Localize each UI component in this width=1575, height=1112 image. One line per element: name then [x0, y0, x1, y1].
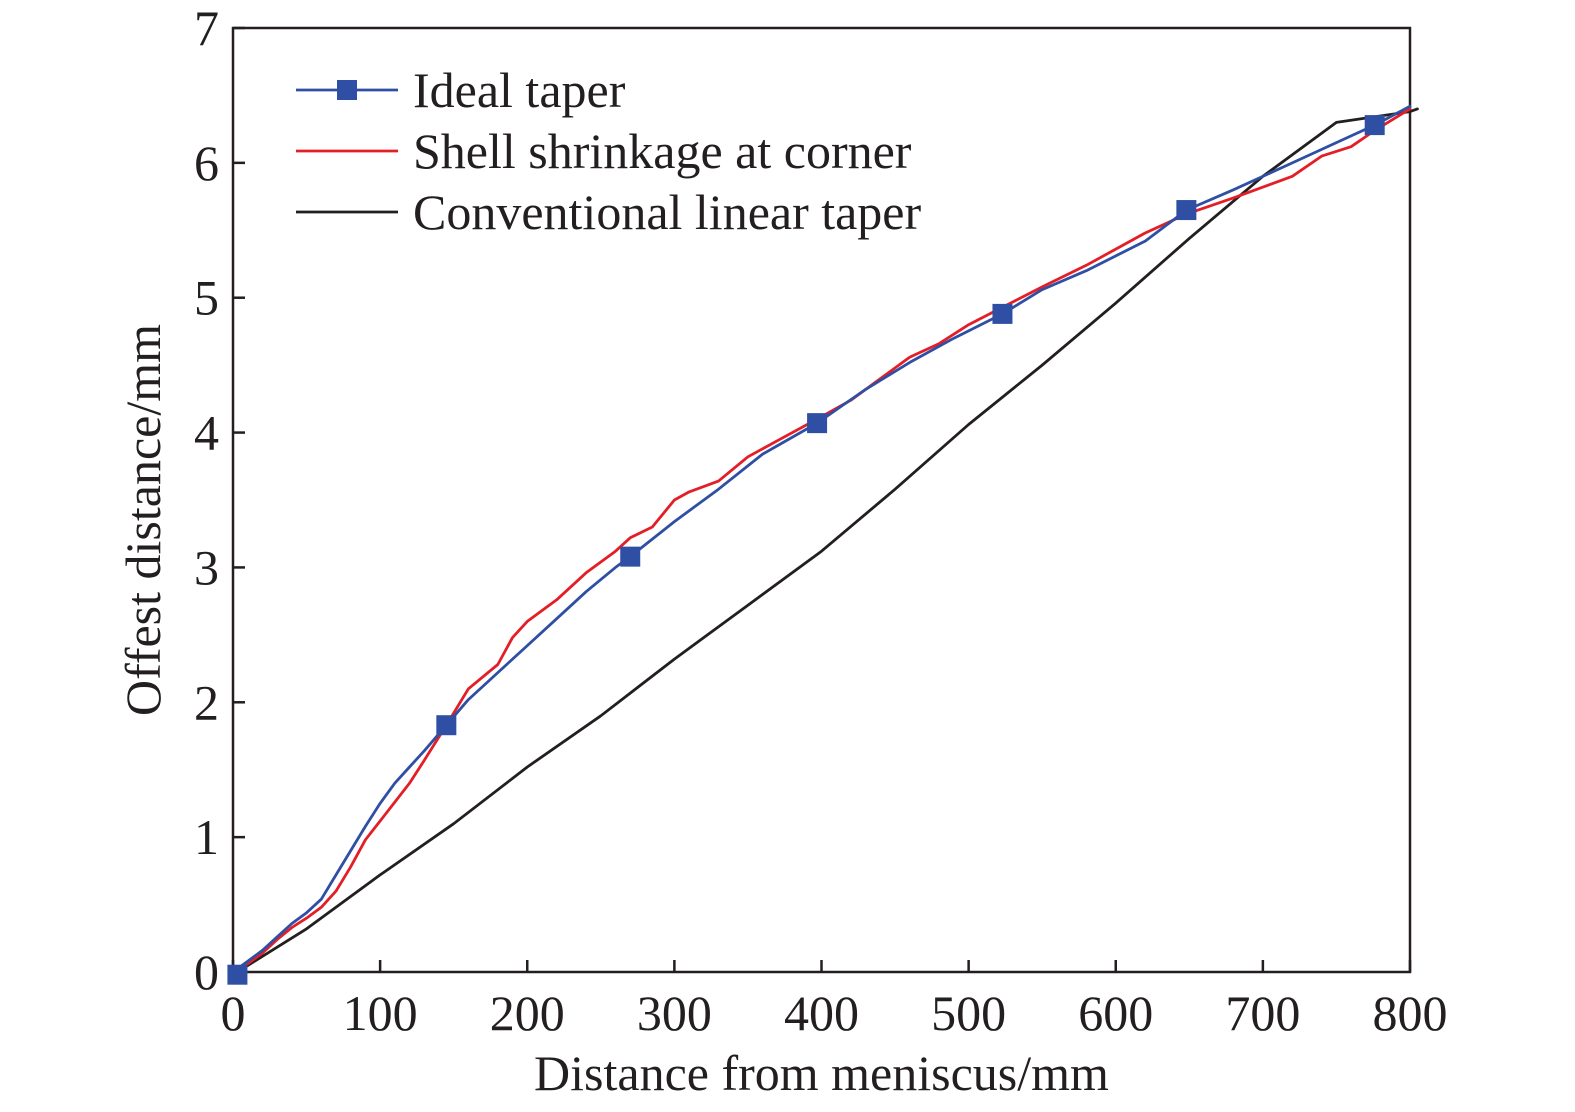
y-tick-label: 3 [194, 539, 219, 595]
legend-label-ideal-taper: Ideal taper [413, 62, 626, 118]
data-point-marker [1176, 200, 1197, 221]
y-tick-label: 0 [194, 944, 219, 1000]
data-point-marker [1364, 115, 1385, 136]
x-tick-label: 200 [490, 985, 565, 1041]
x-tick-label: 800 [1373, 985, 1448, 1041]
y-axis-ticks: 0 1 2 3 4 5 6 7 [194, 0, 245, 1000]
y-tick-label: 4 [194, 405, 219, 461]
x-tick-label: 100 [343, 985, 418, 1041]
series-line-ideal-taper [231, 104, 1412, 974]
y-tick-label: 1 [194, 809, 219, 865]
x-tick-label: 600 [1078, 985, 1153, 1041]
series-line-conventional-linear-taper [231, 107, 1419, 977]
x-axis-title: Distance from meniscus/mm [534, 1045, 1109, 1101]
legend-label-shell-shrinkage-at-corner: Shell shrinkage at corner [413, 123, 912, 179]
legend-marker [337, 80, 357, 100]
x-tick-label: 500 [931, 985, 1006, 1041]
x-tick-label: 0 [221, 985, 246, 1041]
x-axis-ticks: 0 100 200 300 400 500 600 700 800 [221, 960, 1448, 1041]
data-point-marker [227, 964, 248, 985]
x-tick-label: 400 [784, 985, 859, 1041]
data-point-marker [992, 303, 1013, 324]
data-point-marker [436, 715, 457, 736]
x-tick-label: 300 [637, 985, 712, 1041]
y-tick-label: 6 [194, 135, 219, 191]
x-tick-label: 700 [1225, 985, 1300, 1041]
legend-label-conventional-linear-taper: Conventional linear taper [413, 184, 922, 240]
y-tick-label: 7 [194, 0, 219, 56]
y-tick-label: 5 [194, 270, 219, 326]
data-point-marker [620, 546, 641, 567]
series-layer [227, 104, 1419, 985]
data-point-marker [807, 413, 828, 434]
y-tick-label: 2 [194, 674, 219, 730]
y-axis-title: Offest distance/mm [115, 324, 171, 716]
series-line-shell-shrinkage-at-corner [231, 107, 1412, 974]
